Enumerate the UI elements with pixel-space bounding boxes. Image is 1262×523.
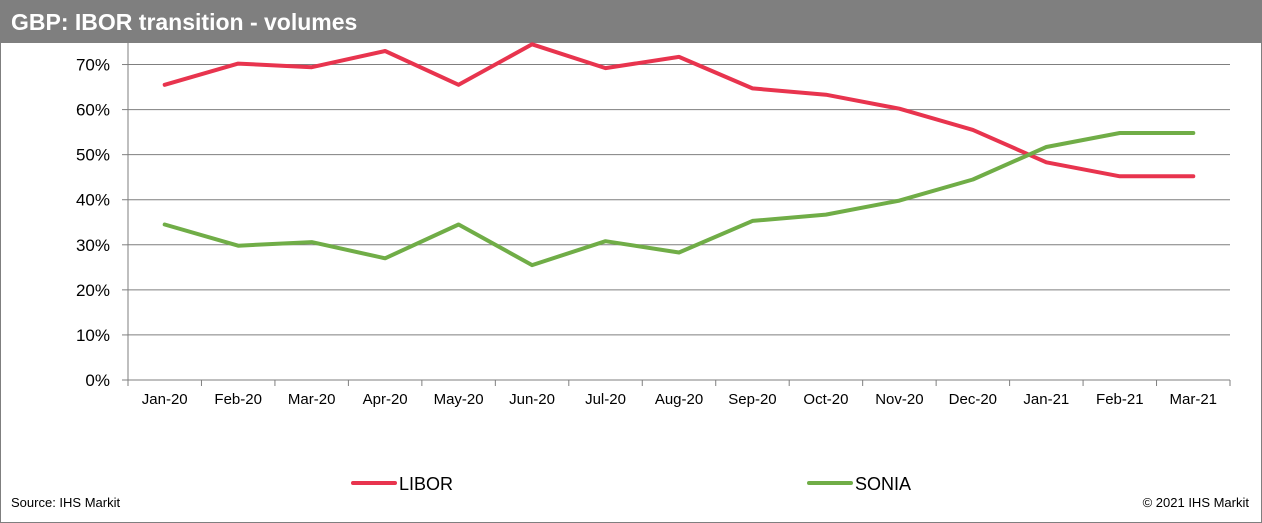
x-tick-label: Nov-20 [875,391,923,408]
series-lines [162,42,1196,268]
y-tick-label: 60% [76,101,110,120]
legend: LIBOR SONIA [351,474,911,494]
x-tick-label: Jun-20 [509,391,555,408]
x-tick-label: Feb-21 [1096,391,1144,408]
legend-label-libor: LIBOR [399,474,453,494]
x-tick-label: Jan-20 [142,391,188,408]
y-tick-label: 40% [76,191,110,210]
source-note: Source: IHS Markit [11,495,121,510]
x-tick-label: Apr-20 [363,391,408,408]
y-tick-label: 10% [76,326,110,345]
x-tick-label: Mar-20 [288,391,336,408]
x-tick-label: Aug-20 [655,391,703,408]
y-tick-label: 70% [76,56,110,75]
y-tick-label: 30% [76,236,110,255]
series-line-sonia [162,131,1196,268]
x-tick-label: Mar-21 [1170,391,1218,408]
legend-label-sonia: SONIA [855,474,911,494]
axes: 0% 10% 20% 30% 40% 50% 60% 70% Jan-20 Feb-20 Mar-2… [76,42,1231,408]
series-line-libor [162,42,1196,179]
y-tick-label: 50% [76,146,110,165]
x-tick-label: Oct-20 [803,391,848,408]
x-tick-label: Jul-20 [585,391,626,408]
x-tick-label: Sep-20 [728,391,776,408]
x-tick-label: May-20 [434,391,484,408]
chart-title: GBP: IBOR transition - volumes [11,9,358,35]
copyright-note: © 2021 IHS Markit [1142,495,1249,510]
gridlines [128,64,1230,336]
x-tick-label: Dec-20 [949,391,997,408]
x-tick-label: Jan-21 [1023,391,1069,408]
y-tick-label: 0% [85,371,110,390]
y-tick-label: 20% [76,281,110,300]
x-tick-label: Feb-20 [214,391,262,408]
chart-header: GBP: IBOR transition - volumes [1,1,1261,43]
